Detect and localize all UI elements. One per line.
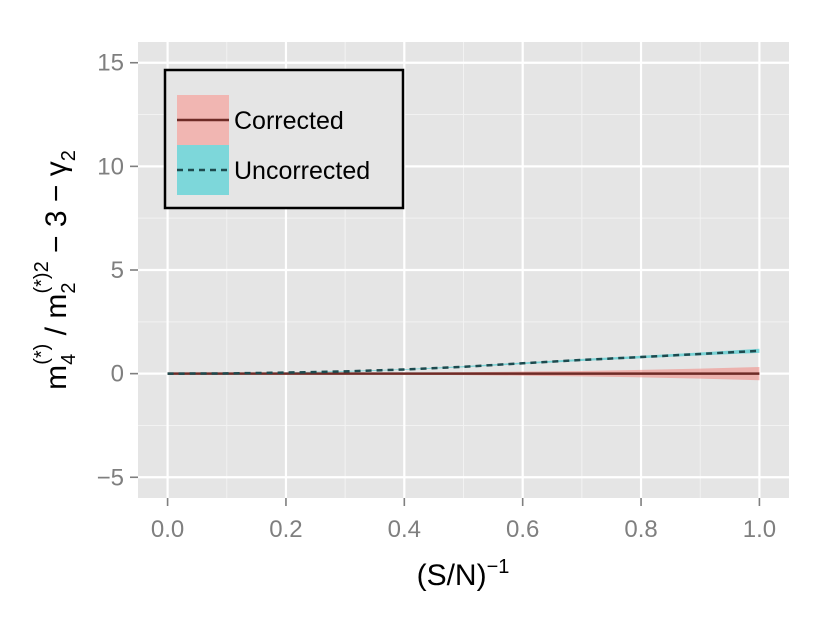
legend-label-uncorrected: Uncorrected — [234, 157, 370, 185]
x-axis-title: (S/N)−1 — [417, 556, 510, 592]
x-axis-title-sup: −1 — [487, 556, 510, 578]
y-tick-label: 15 — [97, 50, 124, 77]
x-tick-label: 0.6 — [506, 516, 539, 543]
y-axis-title-tailsub: 2 — [58, 150, 80, 161]
x-tick-label: 0.4 — [388, 516, 421, 543]
minor-gridlines — [138, 42, 789, 498]
axis-ticks — [130, 61, 761, 506]
y-tick-label: −5 — [97, 464, 124, 491]
x-tick-label: 0.0 — [151, 516, 184, 543]
y-axis-title-tail: − 3 − γ — [40, 161, 73, 261]
x-tick-label: 0.8 — [624, 516, 657, 543]
y-axis-title-sub2: 2 — [58, 283, 80, 294]
y-tick-label: 5 — [111, 257, 124, 284]
x-tick-label: 1.0 — [743, 516, 776, 543]
series-layer — [167, 348, 760, 381]
legend: Corrected Uncorrected — [163, 68, 405, 210]
y-axis-title-slash: / — [40, 319, 73, 344]
legend-key-corrected — [177, 95, 229, 145]
tick-labels: 0.0 0.2 0.4 0.6 0.8 1.0 −5 0 5 10 15 — [97, 50, 776, 543]
legend-label-corrected: Corrected — [234, 107, 344, 135]
x-tick-label: 0.2 — [269, 516, 302, 543]
y-tick-label: 0 — [111, 361, 124, 388]
x-axis-title-base: (S/N) — [417, 559, 487, 592]
y-axis-title: m4(*) / m2(*)2 − 3 − γ2 — [31, 150, 80, 390]
y-axis-title-sup2: (*)2 — [31, 261, 53, 293]
y-tick-label: 10 — [97, 153, 124, 180]
y-axis-title-sup4: (*) — [31, 344, 53, 365]
legend-key-uncorrected — [177, 145, 229, 195]
y-axis-title-m2: m — [40, 294, 73, 319]
y-axis-title-m4: m — [40, 365, 73, 390]
y-axis-title-sub4: 4 — [58, 354, 80, 365]
